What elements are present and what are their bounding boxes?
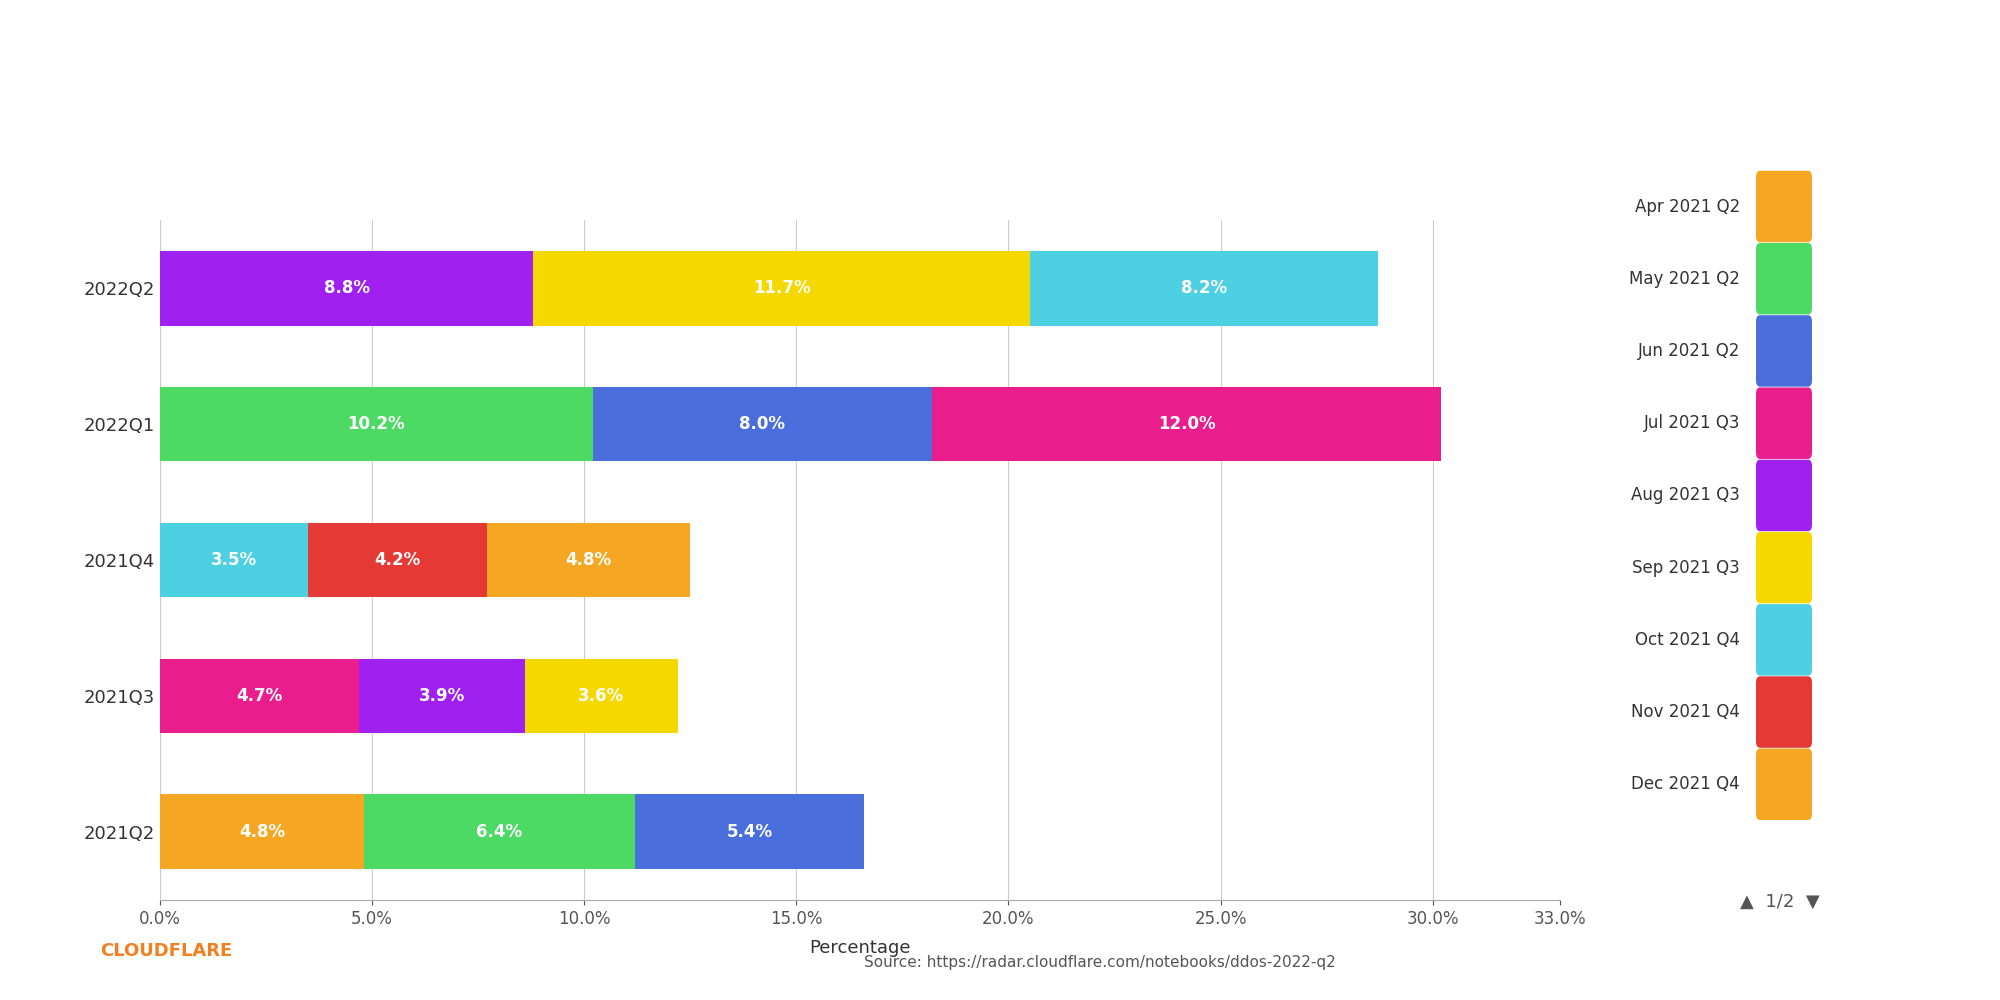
Text: 4.8%: 4.8% [566,551,612,569]
Text: 4.8%: 4.8% [238,823,284,841]
Bar [486,523,690,597]
Text: Jun 2021 Q2: Jun 2021 Q2 [1638,342,1740,360]
Bar [160,659,360,733]
Text: Jul 2021 Q3: Jul 2021 Q3 [1644,414,1740,432]
Text: 8.2%: 8.2% [1180,279,1226,297]
Text: Nov 2021 Q4: Nov 2021 Q4 [1632,703,1740,721]
Text: 3.9%: 3.9% [418,687,466,705]
Bar [932,387,1442,461]
Bar [160,523,308,597]
FancyBboxPatch shape [1756,460,1812,531]
FancyBboxPatch shape [1756,387,1812,459]
FancyBboxPatch shape [1756,315,1812,387]
Text: Dec 2021 Q4: Dec 2021 Q4 [1632,775,1740,793]
FancyBboxPatch shape [1756,604,1812,676]
Text: 3.6%: 3.6% [578,687,624,705]
Text: Application-Layer DDoS Attacks - Quarterly distribution by month: Application-Layer DDoS Attacks - Quarter… [60,67,1498,105]
Bar [308,523,486,597]
Bar [160,387,592,461]
Bar [1030,251,1378,326]
Text: ▲  1/2  ▼: ▲ 1/2 ▼ [1740,893,1820,911]
FancyBboxPatch shape [1756,749,1812,820]
Bar [360,659,524,733]
Text: Source: https://radar.cloudflare.com/notebooks/ddos-2022-q2: Source: https://radar.cloudflare.com/not… [864,955,1336,970]
Bar [364,794,636,869]
Text: 4.2%: 4.2% [374,551,420,569]
Text: 10.2%: 10.2% [348,415,406,433]
Text: 5.4%: 5.4% [726,823,772,841]
Text: 4.7%: 4.7% [236,687,282,705]
Text: 3.5%: 3.5% [212,551,258,569]
Text: CLOUDFLARE: CLOUDFLARE [100,942,232,960]
Bar [524,659,678,733]
Text: 6.4%: 6.4% [476,823,522,841]
FancyBboxPatch shape [1756,532,1812,603]
Text: 8.0%: 8.0% [740,415,786,433]
Text: 12.0%: 12.0% [1158,415,1216,433]
X-axis label: Percentage: Percentage [810,939,910,957]
Bar [160,794,364,869]
FancyBboxPatch shape [1756,243,1812,314]
FancyBboxPatch shape [1756,171,1812,242]
Bar [592,387,932,461]
Text: May 2021 Q2: May 2021 Q2 [1630,270,1740,288]
Bar [534,251,1030,326]
Text: Sep 2021 Q3: Sep 2021 Q3 [1632,559,1740,577]
Text: Aug 2021 Q3: Aug 2021 Q3 [1632,486,1740,504]
Bar [160,251,534,326]
FancyBboxPatch shape [1756,676,1812,748]
Text: Apr 2021 Q2: Apr 2021 Q2 [1634,198,1740,216]
Bar [636,794,864,869]
Text: Oct 2021 Q4: Oct 2021 Q4 [1636,631,1740,649]
Text: 8.8%: 8.8% [324,279,370,297]
Text: 11.7%: 11.7% [752,279,810,297]
